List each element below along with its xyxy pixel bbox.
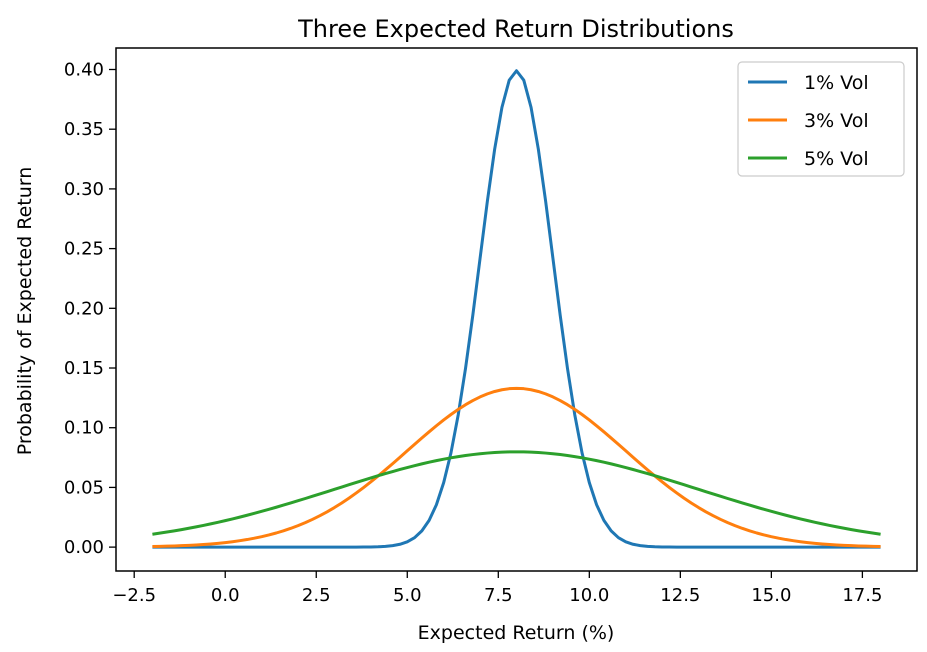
x-tick-label: 10.0 (569, 585, 609, 606)
x-axis-ticks: −2.5 0.0 2.5 5.0 7.5 10.0 12.5 15.0 17.5 (112, 571, 882, 606)
series-line-3pct-vol (152, 386, 881, 548)
legend-label-5pct-vol: 5% Vol (804, 148, 869, 170)
legend: 1% Vol 3% Vol 5% Vol (737, 61, 905, 177)
series-line-5pct-vol (152, 450, 881, 536)
y-axis-label: Probability of Expected Return (14, 167, 36, 456)
x-tick-label: 12.5 (660, 585, 700, 606)
y-tick-label: 0.40 (64, 59, 104, 80)
series-layer (152, 69, 881, 549)
y-tick-label: 0.30 (64, 179, 104, 200)
y-tick-label: 0.05 (64, 477, 104, 498)
y-tick-label: 0.35 (64, 119, 104, 140)
y-tick-label: 0.15 (64, 358, 104, 379)
x-tick-label: 5.0 (393, 585, 422, 606)
x-axis-label: Expected Return (%) (418, 622, 615, 644)
x-tick-label: 0.0 (211, 585, 240, 606)
y-tick-label: 0.25 (64, 239, 104, 260)
series-line-1pct-vol (152, 69, 881, 549)
y-axis-ticks: 0.00 0.05 0.10 0.15 0.20 0.25 0.30 0.35 0.40 (64, 59, 116, 558)
plot-area-frame (115, 47, 918, 572)
chart-title: Three Expected Return Distributions (297, 15, 734, 43)
y-tick-label: 0.20 (64, 298, 104, 319)
x-tick-label: 7.5 (484, 585, 513, 606)
x-tick-label: 17.5 (842, 585, 882, 606)
x-tick-label: 15.0 (751, 585, 791, 606)
legend-label-1pct-vol: 1% Vol (804, 72, 869, 94)
x-tick-label: 2.5 (302, 585, 331, 606)
legend-box (737, 61, 905, 177)
x-tick-label: −2.5 (112, 585, 156, 606)
y-tick-label: 0.10 (64, 418, 104, 439)
legend-label-3pct-vol: 3% Vol (804, 110, 869, 132)
y-tick-label: 0.00 (64, 537, 104, 558)
